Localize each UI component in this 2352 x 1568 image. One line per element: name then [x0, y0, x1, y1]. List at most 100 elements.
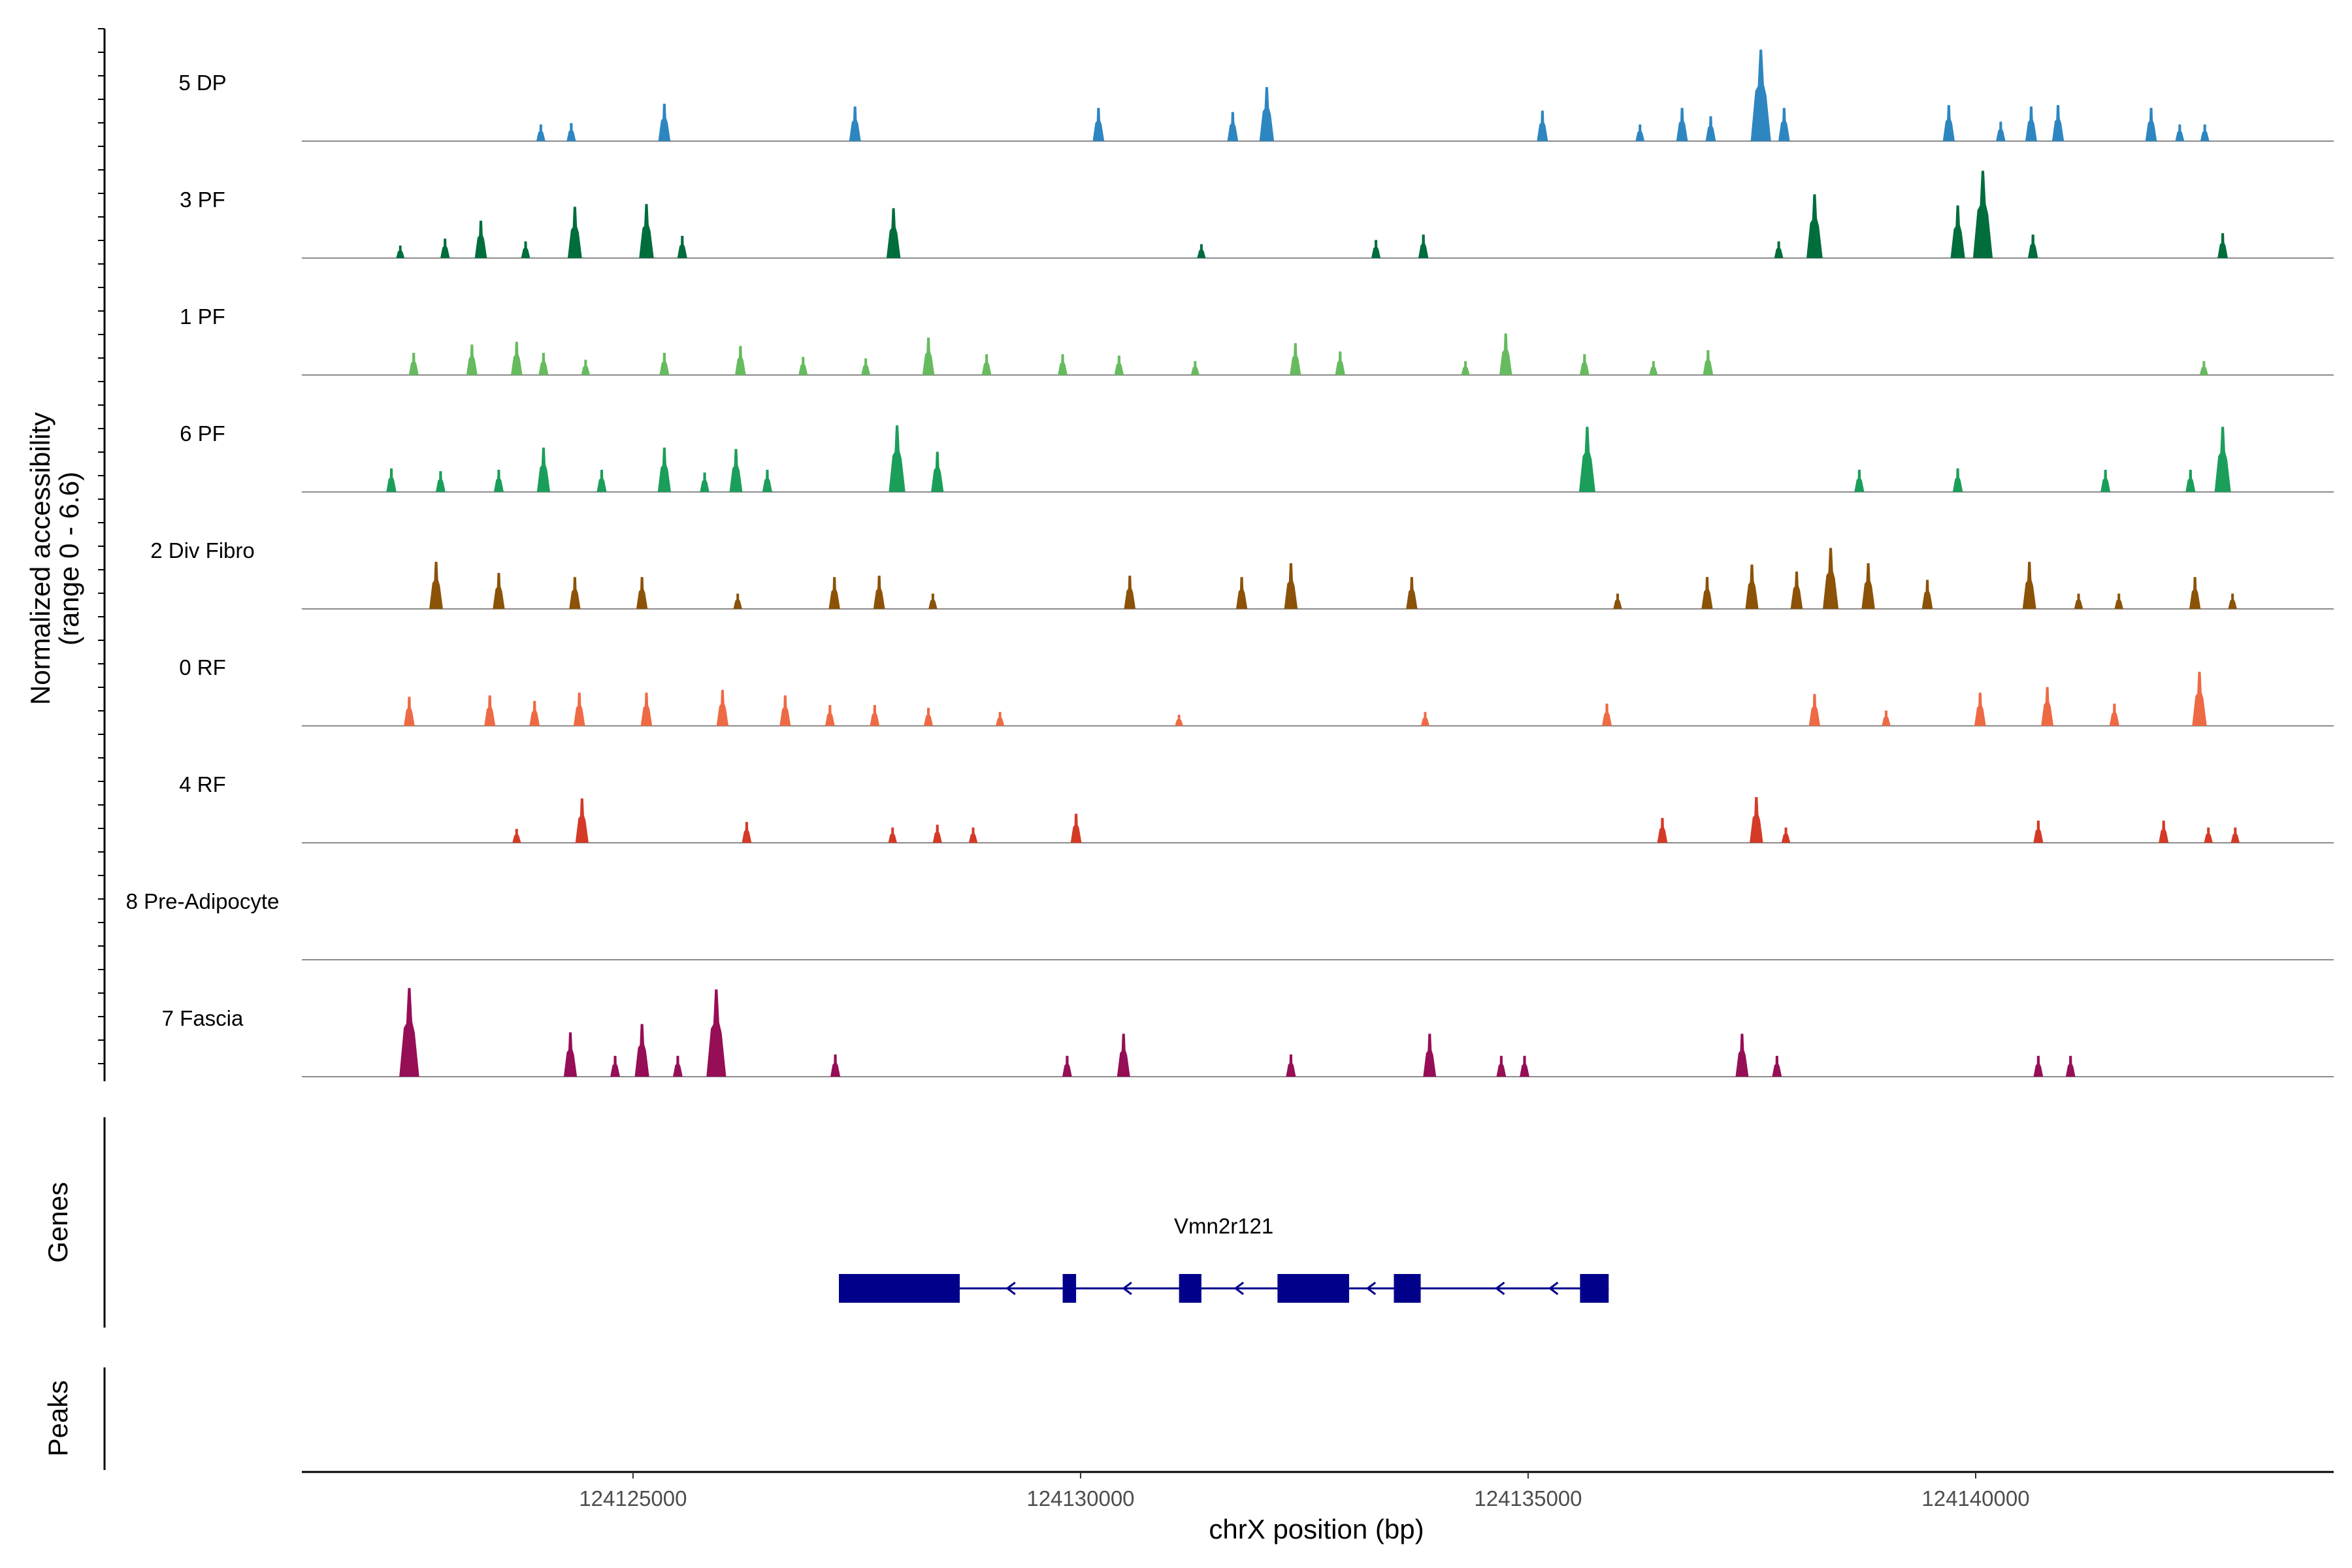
accessibility-peak — [573, 693, 585, 726]
accessibility-peak — [928, 593, 938, 609]
accessibility-peak — [1601, 704, 1612, 726]
accessibility-peak — [639, 204, 654, 258]
accessibility-peak — [1750, 50, 1771, 141]
accessibility-peak — [1499, 333, 1512, 375]
accessibility-peak — [886, 208, 901, 258]
accessibility-peak — [538, 353, 549, 375]
accessibility-peak — [659, 353, 670, 375]
peaks-panel-title: Peaks — [42, 1380, 73, 1457]
accessibility-peak — [849, 106, 861, 141]
accessibility-peak — [657, 448, 671, 492]
accessibility-peak — [1781, 827, 1791, 843]
accessibility-peak — [386, 468, 397, 492]
accessibility-peak — [399, 988, 419, 1077]
accessibility-peak — [1952, 468, 1963, 492]
accessibility-peak — [2204, 827, 2213, 843]
accessibility-peak — [1854, 470, 1865, 492]
accessibility-peak — [1371, 240, 1381, 258]
accessibility-peak — [734, 346, 746, 375]
coverage-y-axis — [98, 28, 106, 1081]
accessibility-peak — [2033, 1056, 2044, 1077]
accessibility-peak — [1537, 110, 1548, 141]
accessibility-peak — [677, 236, 687, 258]
y-axis-title: Normalized accessibility (range 0 - 6.6) — [25, 412, 84, 705]
accessibility-peak — [429, 561, 443, 609]
x-tick-label: 124135000 — [1474, 1486, 1582, 1511]
gene-exon — [1580, 1274, 1609, 1303]
accessibility-peak — [536, 124, 546, 141]
accessibility-peak — [828, 577, 840, 609]
accessibility-peak — [575, 798, 589, 843]
accessibility-peak — [1790, 571, 1803, 609]
accessibility-peak — [512, 828, 521, 843]
x-tick-label: 124130000 — [1026, 1486, 1134, 1511]
peaks-panel: Peaks — [42, 1367, 106, 1470]
accessibility-peak — [569, 577, 581, 609]
accessibility-peak — [1058, 354, 1068, 375]
accessibility-peak — [1703, 350, 1714, 375]
track-8-pre-adipocyte: 8 Pre-Adipocyte — [126, 889, 2334, 960]
accessibility-peak — [2228, 593, 2237, 609]
accessibility-peak — [1806, 194, 1823, 258]
accessibility-peak — [1286, 1054, 1296, 1077]
accessibility-peak — [1676, 108, 1688, 141]
accessibility-peak — [2041, 687, 2054, 726]
strand-arrow-icon — [1494, 1281, 1505, 1296]
accessibility-peak — [870, 705, 880, 726]
track-label: 5 DP — [178, 71, 226, 95]
x-tick-label: 124125000 — [579, 1486, 687, 1511]
track-2-div-fibro: 2 Div Fibro — [150, 538, 2334, 610]
accessibility-peak — [1117, 1034, 1130, 1077]
accessibility-peak — [563, 1032, 578, 1077]
accessibility-peak — [981, 354, 992, 375]
accessibility-peak — [396, 245, 405, 258]
accessibility-peak — [1701, 577, 1713, 609]
accessibility-peak — [706, 989, 727, 1077]
accessibility-peak — [1235, 577, 1248, 609]
accessibility-peak — [596, 470, 607, 492]
accessibility-peak — [1423, 1034, 1437, 1077]
accessibility-peak — [567, 206, 582, 258]
accessibility-peak — [1774, 241, 1784, 258]
accessibility-peak — [536, 448, 551, 492]
x-axis-title: chrX position (bp) — [1209, 1514, 1424, 1544]
gene-model: Vmn2r121 — [839, 1214, 1609, 1303]
accessibility-peak — [1578, 427, 1595, 492]
accessibility-peak — [729, 449, 743, 492]
accessibility-peak — [1461, 361, 1470, 375]
accessibility-peak — [529, 700, 540, 726]
accessibility-peak — [610, 1056, 620, 1077]
accessibility-peak — [1649, 361, 1658, 375]
accessibility-peak — [2217, 233, 2228, 258]
track-label: 7 Fascia — [162, 1006, 244, 1030]
accessibility-peak — [2159, 821, 2169, 843]
track-label: 1 PF — [180, 304, 225, 329]
accessibility-peak — [1092, 108, 1105, 141]
gene-exon — [1179, 1274, 1201, 1303]
accessibility-peak — [1808, 694, 1821, 726]
accessibility-peak — [1124, 576, 1136, 609]
accessibility-peak — [1942, 105, 1955, 141]
accessibility-peak — [762, 470, 772, 492]
accessibility-peak — [566, 123, 576, 141]
accessibility-peak — [1496, 1056, 1507, 1077]
accessibility-peak — [2022, 561, 2036, 609]
accessibility-peak — [1284, 563, 1298, 609]
accessibility-peak — [888, 827, 897, 843]
accessibility-peak — [474, 220, 487, 258]
strand-arrow-icon — [1548, 1281, 1559, 1296]
track-label: 0 RF — [179, 655, 226, 679]
track-label: 6 PF — [180, 421, 225, 446]
genes-panel-title: Genes — [42, 1182, 73, 1263]
accessibility-peak — [1882, 710, 1891, 726]
accessibility-peak — [1635, 124, 1645, 141]
y-axis-title-line1: Normalized accessibility — [25, 412, 56, 705]
accessibility-peak — [1259, 87, 1275, 141]
accessibility-peak — [825, 705, 835, 726]
accessibility-peak — [2214, 427, 2231, 492]
accessibility-peak — [1406, 577, 1418, 609]
strand-arrow-icon — [1365, 1281, 1377, 1296]
accessibility-peak — [1613, 593, 1622, 609]
accessibility-peak — [1735, 1034, 1749, 1077]
accessibility-peak — [923, 708, 934, 726]
